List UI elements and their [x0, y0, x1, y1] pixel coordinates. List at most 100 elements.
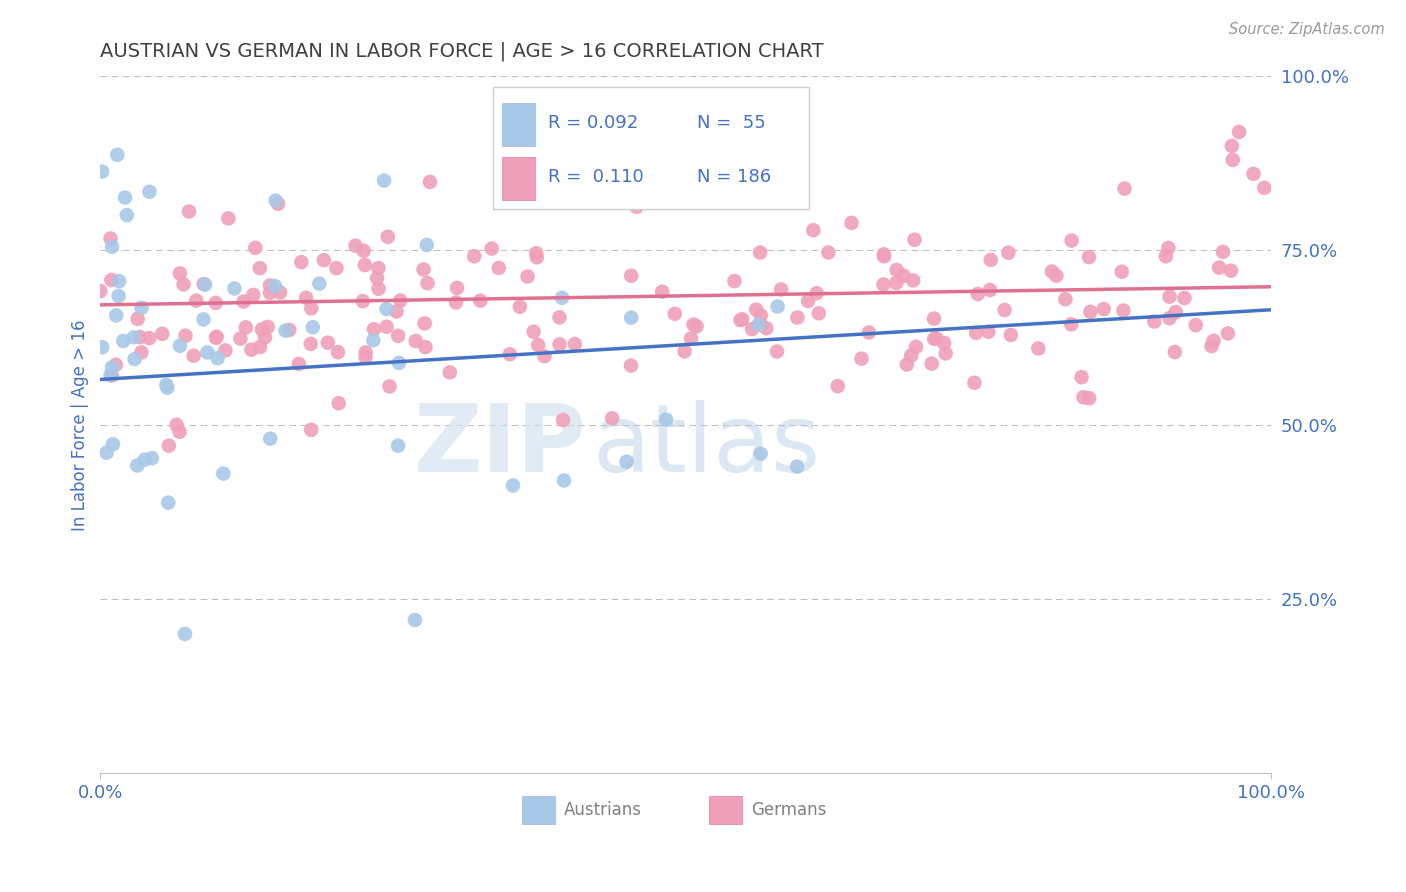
Point: [375, 301, 398, 316]
Point: [344, 238, 367, 252]
Point: [301, 320, 323, 334]
Point: [620, 268, 643, 283]
Point: [997, 245, 1019, 260]
Point: [274, 324, 297, 338]
Point: [177, 204, 200, 219]
Point: [299, 423, 322, 437]
Point: [523, 325, 546, 339]
Point: [1202, 334, 1225, 348]
Point: [141, 451, 163, 466]
Text: R =  0.110: R = 0.110: [547, 169, 644, 186]
Point: [527, 338, 550, 352]
Point: [766, 300, 789, 314]
FancyBboxPatch shape: [502, 103, 534, 146]
Point: [240, 343, 263, 357]
Point: [886, 263, 908, 277]
Point: [242, 288, 264, 302]
Point: [748, 318, 770, 332]
Text: N =  55: N = 55: [697, 114, 766, 132]
Point: [564, 337, 586, 351]
Point: [548, 337, 571, 351]
Point: [96, 445, 118, 459]
Point: [122, 330, 145, 344]
Point: [463, 249, 485, 263]
Point: [488, 260, 510, 275]
Point: [979, 283, 1001, 297]
Point: [100, 368, 122, 383]
Point: [100, 273, 122, 287]
Point: [922, 332, 945, 346]
Point: [1078, 391, 1101, 405]
Point: [1164, 305, 1187, 319]
Point: [214, 343, 236, 358]
Point: [626, 200, 648, 214]
Point: [1212, 244, 1234, 259]
Point: [131, 301, 153, 315]
Point: [212, 467, 235, 481]
Point: [353, 244, 375, 258]
Point: [259, 285, 281, 300]
Point: [101, 368, 124, 383]
Point: [533, 349, 555, 363]
Point: [388, 356, 411, 370]
Point: [439, 365, 461, 379]
Point: [749, 317, 772, 331]
Point: [1060, 318, 1083, 332]
Point: [553, 474, 575, 488]
Point: [155, 378, 177, 392]
Point: [328, 396, 350, 410]
Point: [174, 627, 197, 641]
Point: [361, 334, 384, 348]
Point: [685, 319, 707, 334]
Point: [259, 432, 281, 446]
Point: [308, 277, 330, 291]
Point: [205, 331, 228, 345]
Point: [548, 310, 571, 325]
Point: [288, 357, 311, 371]
Point: [1220, 263, 1243, 277]
Point: [367, 261, 389, 276]
Point: [980, 252, 1002, 267]
Point: [1222, 153, 1244, 167]
Point: [551, 413, 574, 427]
Point: [378, 379, 401, 393]
Point: [416, 277, 439, 291]
Point: [174, 328, 197, 343]
Point: [806, 286, 828, 301]
Point: [124, 352, 146, 367]
Point: [193, 312, 215, 326]
Point: [256, 320, 278, 334]
Text: R = 0.092: R = 0.092: [547, 114, 638, 132]
Point: [101, 360, 124, 375]
Point: [731, 312, 754, 326]
Point: [872, 277, 894, 292]
FancyBboxPatch shape: [709, 797, 742, 824]
Point: [169, 267, 191, 281]
Point: [229, 332, 252, 346]
Point: [299, 301, 322, 316]
Point: [1080, 305, 1102, 319]
Point: [101, 240, 124, 254]
Point: [373, 173, 395, 187]
Point: [502, 478, 524, 492]
Point: [129, 330, 152, 344]
Point: [169, 425, 191, 439]
Point: [745, 302, 768, 317]
Point: [873, 249, 896, 263]
Point: [375, 319, 398, 334]
Point: [921, 357, 943, 371]
Point: [827, 379, 849, 393]
Point: [387, 328, 409, 343]
Text: atlas: atlas: [592, 400, 820, 491]
Point: [901, 273, 924, 287]
Point: [741, 322, 763, 336]
Point: [259, 278, 281, 293]
Point: [264, 194, 287, 208]
Point: [749, 309, 772, 323]
Point: [963, 376, 986, 390]
FancyBboxPatch shape: [492, 87, 808, 209]
Point: [803, 223, 825, 237]
Point: [682, 318, 704, 332]
Point: [600, 411, 623, 425]
Point: [1184, 318, 1206, 332]
